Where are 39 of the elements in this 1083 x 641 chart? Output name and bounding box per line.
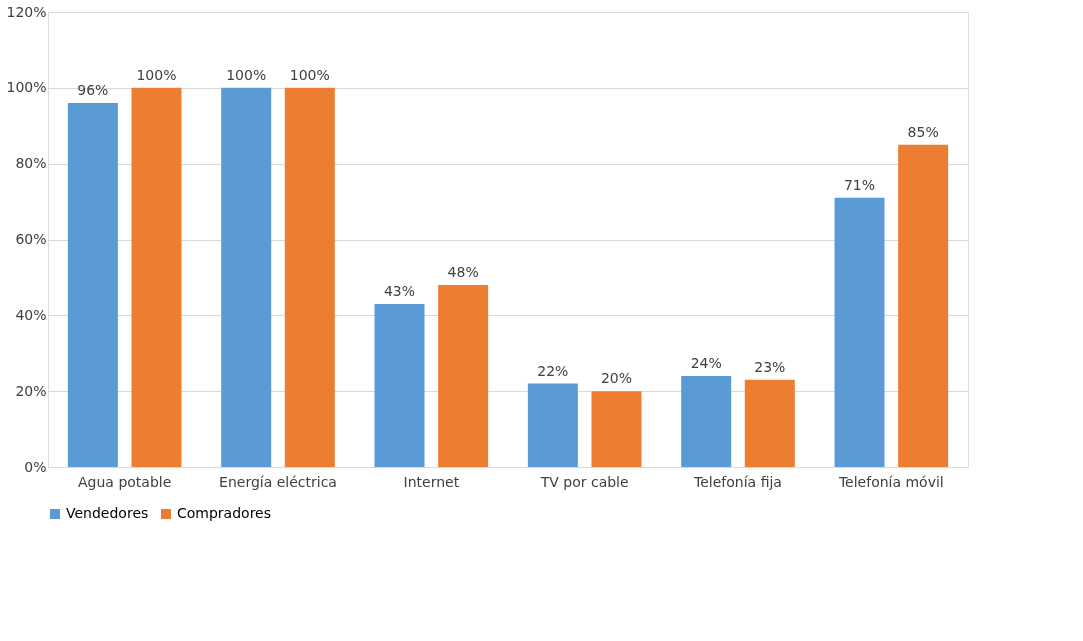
- bar: [681, 376, 732, 467]
- data-label: 71%: [843, 176, 876, 193]
- data-label: 100%: [289, 66, 330, 83]
- data-label: 100%: [136, 66, 177, 83]
- legend-label: Compradores: [177, 505, 272, 521]
- bar: [898, 144, 949, 467]
- data-label: 22%: [537, 362, 569, 379]
- bar: [284, 87, 335, 467]
- y-tick-label: 60%: [15, 231, 47, 247]
- bar: [221, 87, 272, 467]
- x-tick-label: Telefonía fija: [693, 473, 782, 490]
- data-label: 23%: [754, 358, 786, 375]
- y-tick-label: 20%: [15, 382, 47, 399]
- bar: [744, 379, 795, 467]
- bar: [131, 87, 182, 467]
- y-tick-label: 120%: [6, 3, 47, 20]
- bar: [591, 391, 642, 467]
- data-label: 24%: [690, 355, 722, 371]
- x-tick-label: Energía eléctrica: [219, 473, 337, 490]
- x-tick-label: TV por cable: [539, 473, 629, 490]
- x-tick-label: Telefonía móvil: [837, 473, 944, 490]
- bar: [374, 303, 425, 467]
- x-tick-label: Agua potable: [78, 473, 172, 490]
- bar: [67, 103, 118, 467]
- y-tick-label: 40%: [15, 306, 47, 323]
- y-tick-label: 80%: [15, 155, 47, 172]
- bar: [438, 285, 489, 467]
- y-tick-label: 100%: [6, 79, 47, 96]
- data-label: 100%: [226, 66, 267, 83]
- data-label: 96%: [77, 82, 109, 98]
- x-tick-label: Internet: [403, 473, 460, 490]
- bar: [527, 383, 578, 467]
- data-label: 48%: [447, 264, 479, 280]
- bar: [834, 197, 885, 467]
- y-tick-label: 0%: [24, 458, 47, 475]
- legend-label: Vendedores: [66, 505, 149, 521]
- data-label: 85%: [907, 123, 939, 140]
- data-label: 43%: [383, 282, 416, 299]
- data-label: 20%: [600, 370, 633, 387]
